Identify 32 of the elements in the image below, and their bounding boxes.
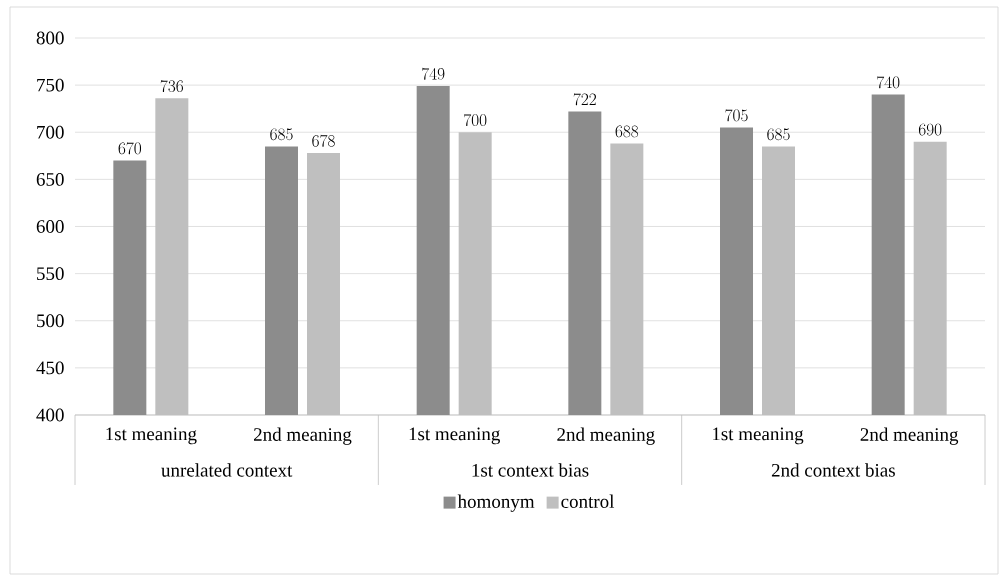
legend-label: homonym — [457, 494, 535, 512]
data-label: 705 — [725, 109, 748, 122]
y-tick-label: 600 — [36, 220, 64, 233]
text: 1st context bias — [472, 463, 589, 477]
data-label: 670 — [118, 142, 142, 155]
legend-label: control — [561, 494, 615, 508]
y-tick-label: 800 — [36, 31, 64, 45]
y-tick-label: 500 — [37, 314, 64, 328]
x-tick-label: 2nd meaning — [254, 427, 352, 445]
text: 2nd context bias — [771, 463, 895, 477]
x-tick-label: 2nd meaning — [860, 427, 959, 445]
y-tick-label: 650 — [36, 172, 64, 186]
x-tick-label: 1st meaning — [713, 427, 804, 445]
data-label: 685 — [270, 128, 293, 141]
y-tick-label: 700 — [37, 125, 64, 139]
data-label: 690 — [918, 123, 942, 136]
y-tick-label: 750 — [37, 78, 64, 92]
x-tick-label: 2nd meaning — [557, 427, 655, 445]
text: unrelated context — [161, 463, 293, 477]
data-label: 685 — [767, 128, 790, 141]
x-tick-label: 1st meaning — [106, 427, 197, 445]
data-label: 688 — [615, 125, 639, 138]
data-label: 700 — [464, 114, 487, 126]
x-tick-label: 1st meaning — [409, 427, 500, 445]
data-label: 736 — [160, 80, 184, 93]
data-label: 678 — [312, 134, 335, 147]
y-tick-label: 400 — [36, 408, 64, 422]
data-label: 740 — [877, 76, 900, 89]
data-label: 722 — [573, 93, 596, 106]
y-tick-label: 450 — [36, 361, 64, 375]
data-label: 749 — [422, 67, 445, 80]
y-tick-label: 550 — [37, 267, 64, 281]
